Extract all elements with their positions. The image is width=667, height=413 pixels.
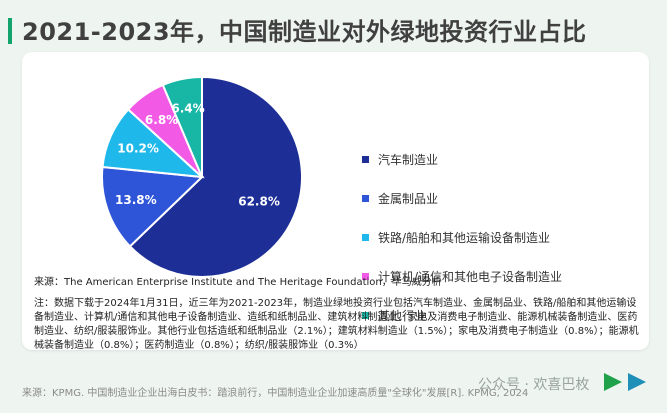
- legend-label: 铁路/船舶和其他运输设备制造业: [378, 230, 551, 245]
- footer-source: 来源：KPMG. 中国制造业企业出海白皮书：踏浪前行，中国制造业企业加速高质量"…: [22, 388, 529, 399]
- legend-swatch: [362, 311, 369, 319]
- chart-source: 来源：The American Enterprise Institute and…: [34, 277, 442, 288]
- legend-label: 计算机/通信和其他电子设备制造业: [378, 269, 563, 284]
- pie-slice-1: [101, 165, 205, 248]
- chart-card: 62.8% 13.8% 10.2% 6.8% 6.4% 汽车制造业金属制品业铁路/船舶和…: [22, 52, 649, 350]
- play-arrow-green-icon: [604, 373, 622, 391]
- legend-item-0: 汽车制造业: [362, 145, 562, 173]
- pie-slice-0: [128, 75, 303, 278]
- play-arrow-teal-icon: [628, 373, 646, 391]
- pie-slice-4: [161, 75, 203, 178]
- pie-label-1: 13.8%: [115, 193, 157, 207]
- legend-swatch: [362, 272, 369, 280]
- legend-swatch: [362, 155, 369, 163]
- pie-label-3: 6.8%: [145, 113, 178, 127]
- title-accent-bar: [8, 18, 12, 44]
- legend-item-1: 金属制品业: [362, 184, 562, 212]
- legend-label: 其他行业: [378, 308, 427, 323]
- legend-item-3: 计算机/通信和其他电子设备制造业: [362, 262, 562, 290]
- pie-label-2: 10.2%: [117, 141, 159, 155]
- legend-label: 金属制品业: [378, 191, 439, 206]
- chart-note: 注：数据下载于2024年1月31日，近三年为2021-2023年，制造业绿地投资…: [34, 298, 639, 351]
- legend-item-2: 铁路/船舶和其他运输设备制造业: [362, 223, 562, 251]
- legend-label: 汽车制造业: [378, 152, 439, 167]
- watermark: 公众号 · 欢喜巴枚: [478, 377, 590, 393]
- legend-swatch: [362, 233, 369, 241]
- chart-legend: 汽车制造业金属制品业铁路/船舶和其他运输设备制造业 计算机/通信和其他电子设备制造…: [362, 145, 562, 340]
- pie-label-0: 62.8%: [238, 194, 280, 208]
- pie-chart: 62.8% 13.8% 10.2% 6.8%6.4%: [101, 75, 303, 278]
- page-title: 2021-2023年，中国制造业对外绿地投资行业占比: [22, 18, 587, 46]
- play-icons: [604, 373, 646, 391]
- pie-label-4: 6.4%: [171, 101, 204, 115]
- legend-item-4: 其他行业: [362, 301, 562, 329]
- legend-swatch: [362, 194, 369, 202]
